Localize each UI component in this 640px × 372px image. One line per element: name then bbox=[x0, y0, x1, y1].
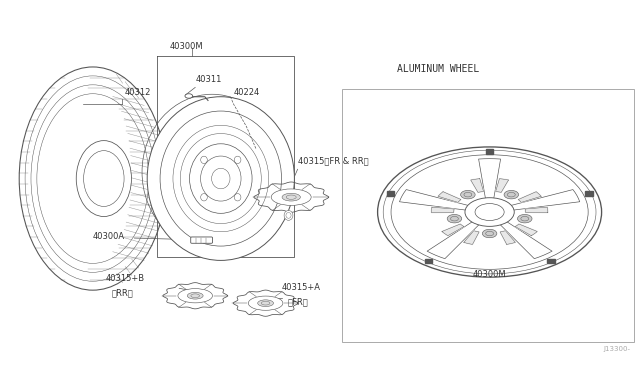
Polygon shape bbox=[471, 179, 484, 192]
Polygon shape bbox=[495, 179, 508, 192]
FancyBboxPatch shape bbox=[191, 237, 212, 243]
Text: 40300M: 40300M bbox=[473, 270, 506, 279]
Circle shape bbox=[483, 229, 497, 238]
Ellipse shape bbox=[76, 141, 131, 217]
Text: （FR）: （FR） bbox=[288, 298, 308, 307]
Circle shape bbox=[185, 94, 193, 98]
Polygon shape bbox=[442, 224, 464, 236]
Bar bbox=[424, 259, 432, 263]
Text: 40300M: 40300M bbox=[170, 42, 204, 51]
Text: J13300-: J13300- bbox=[604, 346, 630, 352]
Polygon shape bbox=[427, 221, 480, 259]
Text: （RR）: （RR） bbox=[112, 288, 134, 297]
Circle shape bbox=[504, 190, 518, 199]
Ellipse shape bbox=[282, 193, 300, 201]
Circle shape bbox=[447, 214, 461, 223]
Text: 40224: 40224 bbox=[234, 88, 260, 97]
Polygon shape bbox=[518, 192, 541, 202]
Polygon shape bbox=[500, 231, 515, 244]
Ellipse shape bbox=[248, 296, 283, 310]
Polygon shape bbox=[479, 158, 500, 199]
Circle shape bbox=[378, 147, 602, 277]
Polygon shape bbox=[438, 192, 461, 202]
Polygon shape bbox=[399, 190, 470, 210]
Bar bbox=[486, 149, 493, 154]
Polygon shape bbox=[525, 207, 548, 212]
Text: 40312: 40312 bbox=[125, 88, 151, 97]
Bar bbox=[585, 191, 593, 196]
Circle shape bbox=[518, 214, 532, 223]
Ellipse shape bbox=[271, 189, 311, 205]
Text: 40300A: 40300A bbox=[93, 232, 125, 241]
Bar bbox=[342, 89, 634, 342]
Polygon shape bbox=[464, 231, 479, 244]
Ellipse shape bbox=[189, 144, 252, 214]
Text: ALUMINUM WHEEL: ALUMINUM WHEEL bbox=[397, 64, 479, 74]
Text: 40315+A: 40315+A bbox=[282, 283, 321, 292]
Circle shape bbox=[465, 198, 515, 226]
Ellipse shape bbox=[188, 292, 203, 299]
Ellipse shape bbox=[258, 300, 273, 307]
Polygon shape bbox=[509, 190, 580, 210]
Ellipse shape bbox=[178, 289, 212, 303]
Ellipse shape bbox=[284, 211, 293, 220]
Text: 40315+B: 40315+B bbox=[106, 275, 145, 283]
Polygon shape bbox=[515, 224, 537, 236]
Bar bbox=[387, 191, 394, 196]
Circle shape bbox=[461, 190, 475, 199]
Text: 40311: 40311 bbox=[195, 75, 221, 84]
Polygon shape bbox=[499, 221, 552, 259]
Polygon shape bbox=[431, 207, 454, 212]
Text: 40315〈FR & RR〉: 40315〈FR & RR〉 bbox=[298, 157, 368, 166]
Ellipse shape bbox=[147, 97, 294, 260]
Bar bbox=[547, 259, 555, 263]
